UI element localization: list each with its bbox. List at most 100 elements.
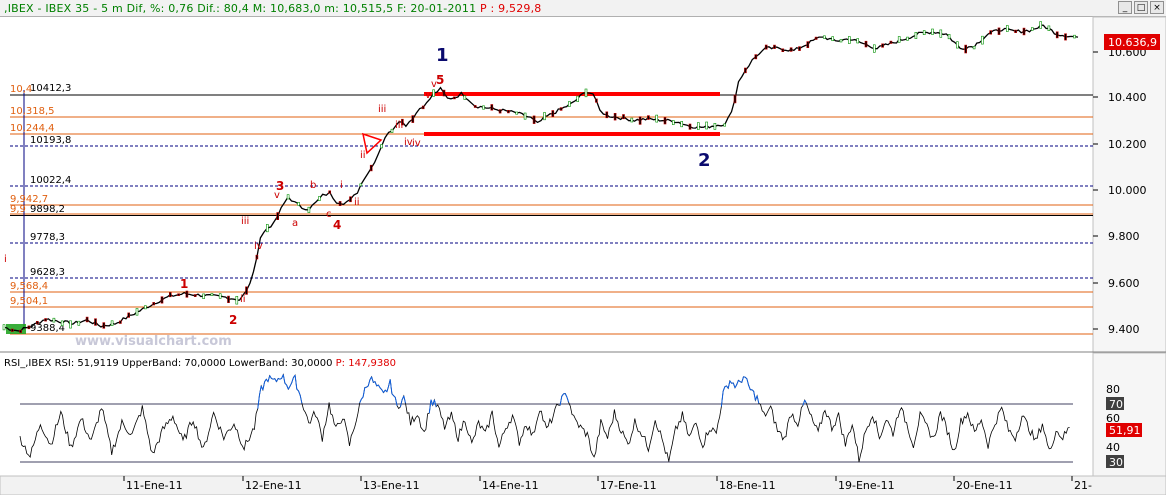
price-candle — [2, 324, 6, 331]
price-candle — [152, 302, 155, 306]
price-candle — [1064, 33, 1067, 41]
rsi-overbought-segment — [403, 395, 406, 404]
close-button[interactable]: × — [1150, 1, 1164, 14]
rsi-overbought-segment — [282, 374, 286, 384]
price-candle — [956, 41, 959, 49]
price-candle — [498, 109, 502, 114]
price-candle — [705, 121, 708, 130]
price-candle — [453, 96, 456, 100]
price-candle — [1031, 27, 1034, 31]
price-candle — [972, 45, 976, 50]
price-candle — [338, 201, 342, 206]
price-candle — [532, 115, 536, 124]
price-candle — [307, 206, 311, 213]
rsi-overbought-segment — [729, 380, 733, 384]
price-candle — [119, 320, 122, 324]
price-candle — [723, 123, 726, 127]
subwave-label: v — [431, 79, 437, 90]
price-candle — [227, 295, 230, 304]
price-candle — [349, 196, 352, 203]
price-candle — [638, 116, 642, 125]
wave-label: 1 — [436, 45, 449, 66]
rsi-tick: 40 — [1106, 441, 1120, 454]
rsi-tick: 80 — [1106, 383, 1120, 396]
price-tick: 9.800 — [1108, 230, 1140, 243]
rsi-overbought-segment — [753, 391, 756, 401]
rsi-series-line — [19, 373, 1070, 463]
rsi-overbought-segment — [744, 376, 748, 380]
wave-label: 4 — [333, 218, 341, 232]
subwave-label: v — [274, 190, 280, 201]
price-candle — [102, 322, 106, 329]
price-candle — [889, 40, 893, 44]
price-candle — [276, 212, 280, 220]
price-candle — [144, 305, 147, 310]
price-candle — [551, 110, 555, 117]
subwave-label: ii — [240, 294, 246, 305]
price-candle — [696, 122, 700, 130]
wave-label: 2 — [698, 150, 711, 171]
price-candle — [1055, 31, 1059, 39]
price-candle — [663, 117, 667, 125]
subwave-label: iv — [412, 138, 421, 149]
subwave-label: iii — [395, 120, 403, 131]
subwave-label: iv — [404, 137, 413, 148]
price-candle — [914, 31, 918, 39]
price-candle — [1073, 34, 1076, 39]
price-candle — [421, 105, 425, 110]
rsi-overbought-segment — [259, 385, 262, 395]
current-price-badge — [1104, 34, 1160, 50]
price-candle — [463, 95, 467, 100]
price-candle — [515, 111, 519, 115]
price-candle — [286, 194, 290, 200]
price-candle — [127, 312, 130, 318]
rsi-axis-panel — [1092, 352, 1166, 477]
level-label: 9388,4 — [30, 323, 65, 334]
rsi-overbought-segment — [359, 398, 362, 404]
price-candle — [169, 292, 172, 298]
price-candle — [359, 183, 363, 187]
price-candle — [245, 286, 248, 295]
price-candle — [754, 54, 758, 60]
price-candle — [482, 105, 485, 110]
price-candle — [671, 120, 675, 125]
rsi-overbought-segment — [430, 399, 434, 406]
price-candle — [380, 144, 383, 149]
rsi-overbought-segment — [362, 387, 366, 398]
price-candle — [947, 34, 951, 40]
rsi-overbought-segment — [269, 375, 272, 379]
price-candle — [576, 95, 580, 102]
time-tick: 11-Ene-11 — [126, 479, 183, 492]
level-label: 9628,3 — [30, 267, 65, 278]
maximize-button[interactable]: □ — [1134, 1, 1148, 14]
rsi-header-p: P: 147,9380 — [335, 358, 396, 369]
price-candle — [177, 293, 180, 297]
price-candle — [605, 111, 609, 119]
series-info: ,IBEX - IBEX 35 - 5 m Dif, %: 0,76 Dif.:… — [4, 2, 542, 15]
triangle-marker — [361, 132, 383, 155]
price-candle — [185, 290, 189, 298]
rsi-overbought-segment — [376, 384, 379, 387]
level-label: 10022,4 — [30, 175, 71, 186]
price-candle — [814, 36, 818, 40]
price-candle — [733, 94, 737, 104]
price-candle — [202, 293, 205, 299]
wave-label: 3 — [276, 179, 284, 193]
price-tick: 10.000 — [1108, 184, 1147, 197]
price-tick: 9.400 — [1108, 323, 1140, 336]
price-candle — [255, 254, 259, 260]
minimize-button[interactable]: _ — [1118, 1, 1132, 14]
rsi-overbought-segment — [289, 382, 293, 387]
price-candle — [568, 101, 571, 107]
price-candle — [1047, 25, 1051, 31]
price-candle — [490, 104, 494, 111]
time-tick: 18-Ene-11 — [719, 479, 776, 492]
rsi-overbought-segment — [736, 380, 739, 385]
rsi-overbought-segment — [433, 399, 437, 407]
time-tick: 13-Ene-11 — [363, 479, 420, 492]
price-candle — [839, 39, 843, 43]
price-panel — [0, 17, 1093, 352]
price-candle — [507, 110, 510, 114]
time-tick: 19-Ene-11 — [838, 479, 895, 492]
rsi-overbought-segment — [257, 394, 260, 409]
